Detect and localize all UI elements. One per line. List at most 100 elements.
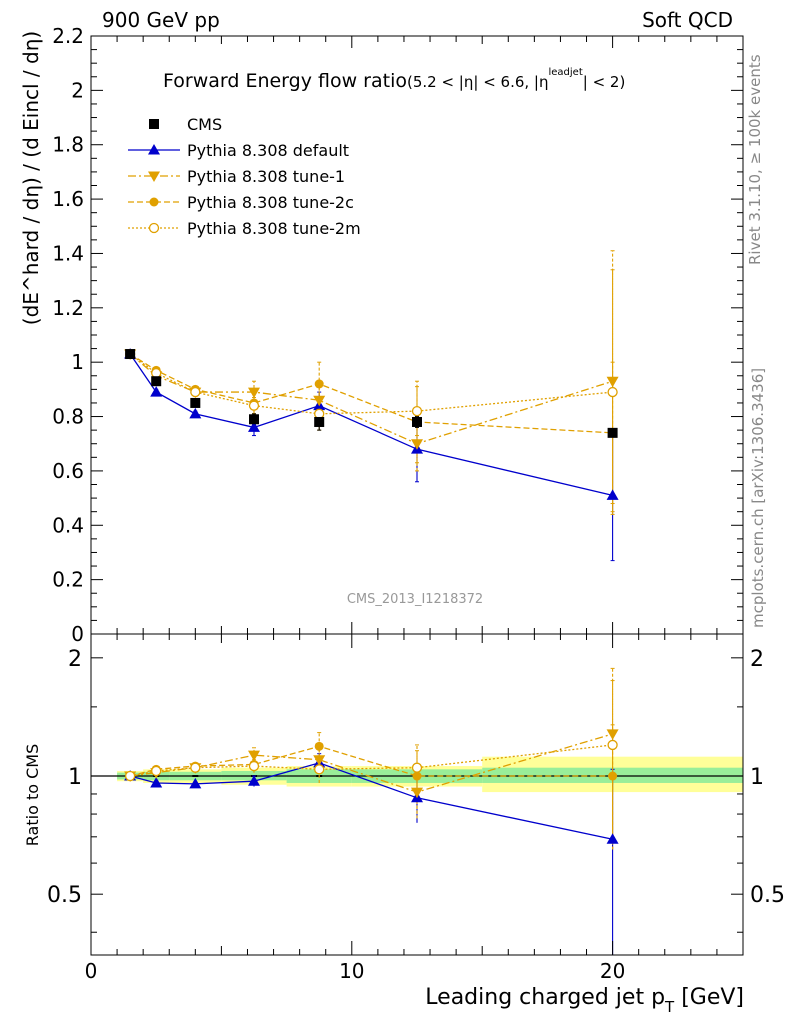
y-tick-label: 0.2 [52,568,84,592]
ratio-y-label: Ratio to CMS [23,744,42,846]
data-point [190,397,201,408]
legend-label: Pythia 8.308 tune-2m [187,219,361,238]
ratio-axes: 0.5 0.51 12 20 10 20 [47,633,785,983]
y-tick-label: 1 [71,350,84,374]
cms-ratio-point [192,775,199,778]
data-point [412,416,422,427]
legend-marker [148,144,160,155]
legend-marker [149,197,159,207]
legend-marker [148,222,160,234]
main-markers [124,348,619,500]
ratio-y-tick-label: 0.5 [47,883,82,908]
ratio-point [314,741,324,751]
ratio-point [606,833,619,844]
legend: CMS Pythia 8.308 default Pythia 8.308 tune… [128,115,361,238]
data-point [248,400,260,411]
data-point [606,489,619,500]
data-point [151,367,162,379]
data-point [314,379,324,389]
data-point [411,405,423,417]
ratio-point [189,777,202,789]
analysis-watermark: CMS_2013_I1218372 [347,592,483,607]
data-point [150,386,163,397]
ratio-point [608,771,618,781]
main-axes: 0 0.2 0.4 0.6 0.8 1 1.2 1.4 1.6 1.8 2 2.2 [52,24,744,646]
title-sub-pre: (5.2 < |η| < 6.6, |η [407,73,548,91]
x-tick-label: 10 [339,959,364,983]
data-point [151,376,162,387]
ratio-y-tick-label-right: 0.5 [750,883,785,908]
x-label-text: Leading charged jet p [425,985,665,1010]
x-tick-label: 20 [600,959,625,983]
ratio-point [248,750,260,762]
ratio-markers [124,729,619,844]
y-tick-label: 0 [71,622,84,646]
ratio-point [190,762,201,773]
data-point [313,395,326,407]
data-point [607,386,618,398]
header-left: 900 GeV pp [102,8,220,32]
ratio-y-tick-label-right: 2 [750,647,764,672]
ratio-point [412,771,422,781]
y-tick-label: 1.4 [52,241,84,265]
data-point [411,439,423,450]
title-main: Forward Energy flow ratio [163,70,407,92]
data-point [248,421,260,432]
ratio-y-tick-label: 2 [68,647,82,672]
ratio-point [313,755,326,766]
data-point [125,349,136,360]
ratio-point [411,762,423,773]
data-point [314,416,325,427]
series-line-3 [129,353,613,434]
ratio-y-tick-label: 1 [68,765,82,790]
title-sub-sup: leadjet [548,67,582,78]
ratio-point [124,770,136,782]
x-label-sub: T [664,998,675,1016]
ratio-point [248,760,260,772]
data-point [190,386,201,398]
legend-marker [148,171,160,182]
ratio-point [314,764,325,775]
main-series-lines [129,353,613,497]
ratio-point [411,787,423,799]
chart-title: Forward Energy flow ratio(5.2 < |η| < 6.… [163,67,625,92]
y-tick-label: 2 [71,78,84,102]
legend-label: CMS [187,115,222,134]
data-point [248,387,260,399]
legend-marker [149,119,159,129]
y-tick-label: 0.6 [52,459,84,483]
main-y-label: (dE^hard / dη) / (d Eincl / dη) [19,31,43,325]
data-point [314,408,325,419]
legend-label: Pythia 8.308 default [187,141,349,160]
main-error-bars [128,250,615,562]
y-tick-label: 1.8 [52,133,84,157]
series-line-2 [129,353,613,445]
mcplots-label: mcplots.cern.ch [arXiv:1306.3436] [749,368,767,628]
y-tick-label: 0.8 [52,405,84,429]
ratio-error-bars [128,667,615,955]
legend-label: Pythia 8.308 tune-1 [187,167,345,186]
y-tick-label: 2.2 [52,24,84,48]
data-point [249,414,259,425]
ratio-point [151,765,162,777]
ratio-point [606,729,619,740]
y-tick-label: 0.4 [52,513,84,537]
y-tick-label: 1.2 [52,296,84,320]
ratio-point [150,776,163,788]
series-line-1 [129,353,613,497]
x-axis-label: Leading charged jet pT [GeV] [425,985,744,1016]
data-point [606,376,619,388]
rivet-label: Rivet 3.1.10, ≥ 100k events [746,54,764,265]
data-point [607,427,618,438]
legend-label: Pythia 8.308 tune-2c [187,193,354,212]
title-sub-post: | < 2) [583,73,626,91]
header-right: Soft QCD [642,8,733,32]
x-tick-label: 0 [85,959,98,983]
data-point [189,407,202,419]
ratio-y-tick-label-right: 1 [750,765,764,790]
ratio-frame [90,633,744,956]
y-tick-label: 1.6 [52,187,84,211]
x-label-unit: [GeV] [674,985,744,1010]
ratio-point [248,775,260,786]
